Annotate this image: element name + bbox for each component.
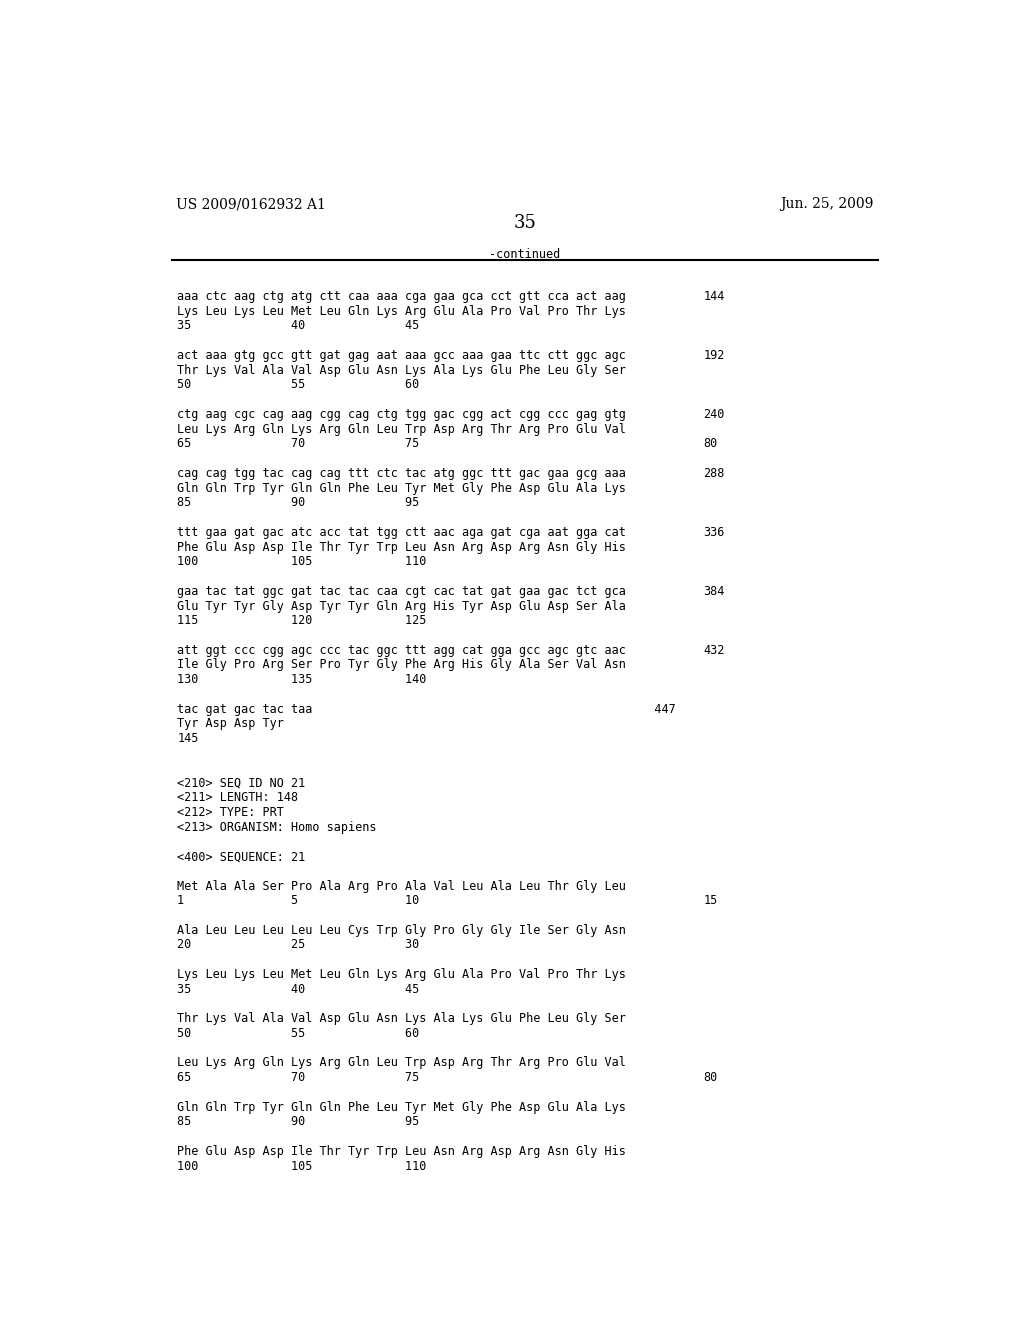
Text: <212> TYPE: PRT: <212> TYPE: PRT: [177, 805, 284, 818]
Text: cag cag tgg tac cag cag ttt ctc tac atg ggc ttt gac gaa gcg aaa: cag cag tgg tac cag cag ttt ctc tac atg …: [177, 467, 626, 480]
Text: Lys Leu Lys Leu Met Leu Gln Lys Arg Glu Ala Pro Val Pro Thr Lys: Lys Leu Lys Leu Met Leu Gln Lys Arg Glu …: [177, 968, 626, 981]
Text: ctg aag cgc cag aag cgg cag ctg tgg gac cgg act cgg ccc gag gtg: ctg aag cgc cag aag cgg cag ctg tgg gac …: [177, 408, 626, 421]
Text: 35: 35: [513, 214, 537, 232]
Text: Gln Gln Trp Tyr Gln Gln Phe Leu Tyr Met Gly Phe Asp Glu Ala Lys: Gln Gln Trp Tyr Gln Gln Phe Leu Tyr Met …: [177, 482, 626, 495]
Text: 192: 192: [703, 348, 725, 362]
Text: Thr Lys Val Ala Val Asp Glu Asn Lys Ala Lys Glu Phe Leu Gly Ser: Thr Lys Val Ala Val Asp Glu Asn Lys Ala …: [177, 1012, 626, 1026]
Text: <211> LENGTH: 148: <211> LENGTH: 148: [177, 791, 298, 804]
Text: <213> ORGANISM: Homo sapiens: <213> ORGANISM: Homo sapiens: [177, 821, 377, 834]
Text: gaa tac tat ggc gat tac tac caa cgt cac tat gat gaa gac tct gca: gaa tac tat ggc gat tac tac caa cgt cac …: [177, 585, 626, 598]
Text: 50              55              60: 50 55 60: [177, 379, 420, 392]
Text: Phe Glu Asp Asp Ile Thr Tyr Trp Leu Asn Arg Asp Arg Asn Gly His: Phe Glu Asp Asp Ile Thr Tyr Trp Leu Asn …: [177, 1144, 626, 1158]
Text: 336: 336: [703, 525, 725, 539]
Text: 80: 80: [703, 437, 718, 450]
Text: Glu Tyr Tyr Gly Asp Tyr Tyr Gln Arg His Tyr Asp Glu Asp Ser Ala: Glu Tyr Tyr Gly Asp Tyr Tyr Gln Arg His …: [177, 599, 626, 612]
Text: 20              25              30: 20 25 30: [177, 939, 420, 952]
Text: Lys Leu Lys Leu Met Leu Gln Lys Arg Glu Ala Pro Val Pro Thr Lys: Lys Leu Lys Leu Met Leu Gln Lys Arg Glu …: [177, 305, 626, 318]
Text: 65              70              75: 65 70 75: [177, 437, 420, 450]
Text: 100             105             110: 100 105 110: [177, 1159, 427, 1172]
Text: 80: 80: [703, 1071, 718, 1084]
Text: 15: 15: [703, 894, 718, 907]
Text: US 2009/0162932 A1: US 2009/0162932 A1: [176, 197, 326, 211]
Text: act aaa gtg gcc gtt gat gag aat aaa gcc aaa gaa ttc ctt ggc agc: act aaa gtg gcc gtt gat gag aat aaa gcc …: [177, 348, 626, 362]
Text: Ile Gly Pro Arg Ser Pro Tyr Gly Phe Arg His Gly Ala Ser Val Asn: Ile Gly Pro Arg Ser Pro Tyr Gly Phe Arg …: [177, 659, 626, 672]
Text: Thr Lys Val Ala Val Asp Glu Asn Lys Ala Lys Glu Phe Leu Gly Ser: Thr Lys Val Ala Val Asp Glu Asn Lys Ala …: [177, 364, 626, 376]
Text: aaa ctc aag ctg atg ctt caa aaa cga gaa gca cct gtt cca act aag: aaa ctc aag ctg atg ctt caa aaa cga gaa …: [177, 290, 626, 304]
Text: 432: 432: [703, 644, 725, 657]
Text: Leu Lys Arg Gln Lys Arg Gln Leu Trp Asp Arg Thr Arg Pro Glu Val: Leu Lys Arg Gln Lys Arg Gln Leu Trp Asp …: [177, 422, 626, 436]
Text: Gln Gln Trp Tyr Gln Gln Phe Leu Tyr Met Gly Phe Asp Glu Ala Lys: Gln Gln Trp Tyr Gln Gln Phe Leu Tyr Met …: [177, 1101, 626, 1114]
Text: Tyr Asp Asp Tyr: Tyr Asp Asp Tyr: [177, 718, 284, 730]
Text: 85              90              95: 85 90 95: [177, 496, 420, 510]
Text: Ala Leu Leu Leu Leu Leu Cys Trp Gly Pro Gly Gly Ile Ser Gly Asn: Ala Leu Leu Leu Leu Leu Cys Trp Gly Pro …: [177, 924, 626, 937]
Text: -continued: -continued: [489, 248, 560, 261]
Text: 145: 145: [177, 733, 199, 746]
Text: att ggt ccc cgg agc ccc tac ggc ttt agg cat gga gcc agc gtc aac: att ggt ccc cgg agc ccc tac ggc ttt agg …: [177, 644, 626, 657]
Text: 65              70              75: 65 70 75: [177, 1071, 420, 1084]
Text: 35              40              45: 35 40 45: [177, 319, 420, 333]
Text: Phe Glu Asp Asp Ile Thr Tyr Trp Leu Asn Arg Asp Arg Asn Gly His: Phe Glu Asp Asp Ile Thr Tyr Trp Leu Asn …: [177, 541, 626, 553]
Text: Jun. 25, 2009: Jun. 25, 2009: [780, 197, 873, 211]
Text: <400> SEQUENCE: 21: <400> SEQUENCE: 21: [177, 850, 305, 863]
Text: 35              40              45: 35 40 45: [177, 982, 420, 995]
Text: 130             135             140: 130 135 140: [177, 673, 427, 686]
Text: <210> SEQ ID NO 21: <210> SEQ ID NO 21: [177, 776, 305, 789]
Text: 50              55              60: 50 55 60: [177, 1027, 420, 1040]
Text: 288: 288: [703, 467, 725, 480]
Text: 240: 240: [703, 408, 725, 421]
Text: 384: 384: [703, 585, 725, 598]
Text: ttt gaa gat gac atc acc tat tgg ctt aac aga gat cga aat gga cat: ttt gaa gat gac atc acc tat tgg ctt aac …: [177, 525, 626, 539]
Text: 115             120             125: 115 120 125: [177, 614, 427, 627]
Text: 100             105             110: 100 105 110: [177, 556, 427, 569]
Text: 85              90              95: 85 90 95: [177, 1115, 420, 1129]
Text: Leu Lys Arg Gln Lys Arg Gln Leu Trp Asp Arg Thr Arg Pro Glu Val: Leu Lys Arg Gln Lys Arg Gln Leu Trp Asp …: [177, 1056, 626, 1069]
Text: 1               5               10: 1 5 10: [177, 894, 420, 907]
Text: Met Ala Ala Ser Pro Ala Arg Pro Ala Val Leu Ala Leu Thr Gly Leu: Met Ala Ala Ser Pro Ala Arg Pro Ala Val …: [177, 879, 626, 892]
Text: tac gat gac tac taa                                                447: tac gat gac tac taa 447: [177, 702, 676, 715]
Text: 144: 144: [703, 290, 725, 304]
